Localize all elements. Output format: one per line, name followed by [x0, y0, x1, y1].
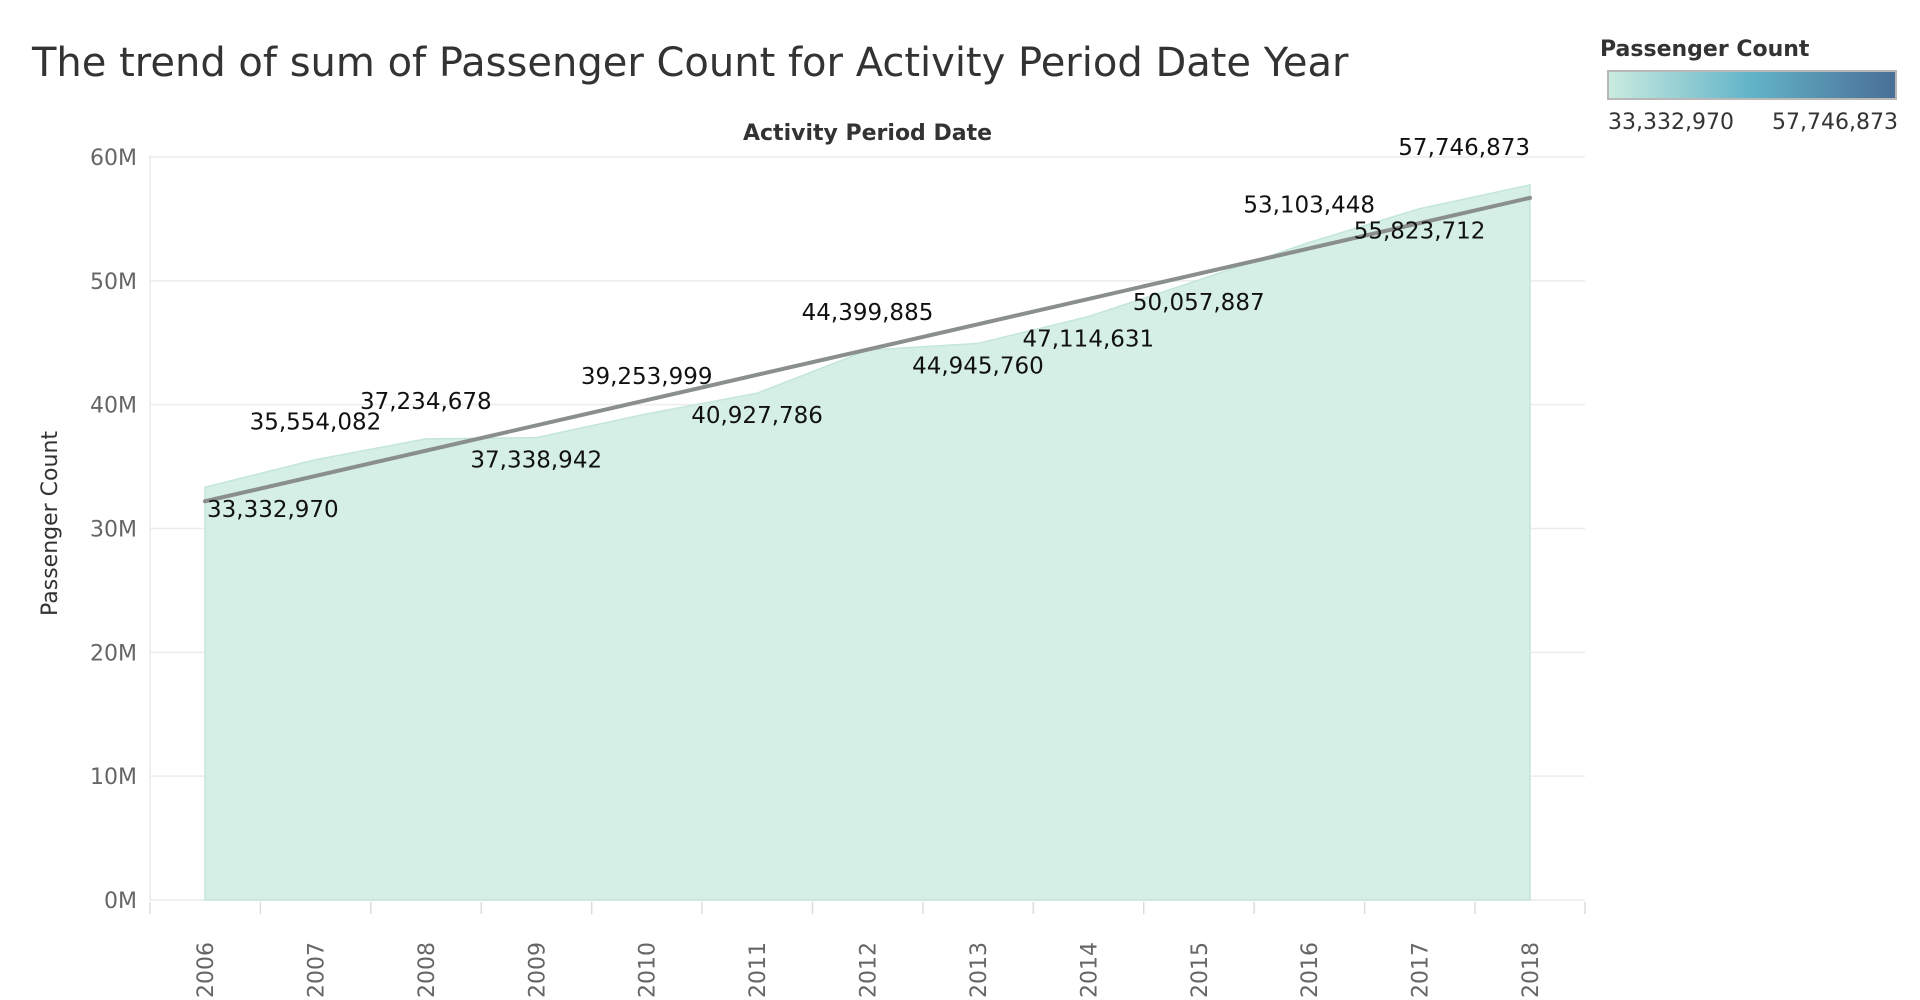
data-label: 44,945,760: [912, 353, 1044, 379]
x-tick-label: 2014: [1077, 942, 1102, 998]
trend-line: [203, 195, 1532, 504]
x-tick-label: 2006: [194, 942, 219, 998]
y-axis-title: Passenger Count: [38, 431, 63, 616]
data-label: 39,253,999: [581, 364, 713, 390]
x-tick-label: 2008: [415, 942, 440, 998]
data-label: 35,554,082: [250, 410, 382, 436]
y-tick-label: 60M: [90, 146, 137, 171]
data-label: 40,927,786: [691, 403, 823, 429]
area-series: [204, 183, 1531, 901]
data-label: 55,823,712: [1354, 219, 1486, 245]
x-tick-label: 2017: [1409, 942, 1434, 998]
chart-title: The trend of sum of Passenger Count for …: [32, 40, 1349, 86]
x-tick-label: 2013: [967, 942, 992, 998]
data-label: 33,332,970: [207, 497, 339, 523]
x-tick-label: 2016: [1298, 942, 1323, 998]
y-tick-label: 40M: [90, 394, 137, 419]
y-tick-label: 0M: [104, 889, 137, 914]
legend-title: Passenger Count: [1600, 37, 1810, 62]
data-label: 53,103,448: [1243, 192, 1375, 218]
data-label: 47,114,631: [1022, 327, 1154, 353]
y-tick-label: 20M: [90, 641, 137, 666]
data-label: 37,338,942: [470, 448, 602, 474]
data-label: 57,746,873: [1398, 135, 1530, 161]
x-tick-label: 2007: [304, 942, 329, 998]
legend-color-ramp: [1607, 70, 1897, 100]
x-tick-label: 2011: [746, 942, 771, 998]
legend-min-label: 33,332,970: [1608, 110, 1734, 135]
x-tick-label: 2009: [525, 942, 550, 998]
y-axis-ticks: 0M 10M 20M 30M 40M 50M 60M: [90, 146, 137, 914]
x-tick-label: 2012: [857, 942, 882, 998]
y-tick-label: 50M: [90, 270, 137, 295]
y-tick-label: 10M: [90, 765, 137, 790]
x-tick-label: 2015: [1188, 942, 1213, 998]
x-axis-ticks: 2006 2007 2008 2009 2010 2011 2012 2013 2014 2015…: [149, 902, 1586, 998]
data-label: 50,057,887: [1133, 290, 1265, 316]
y-tick-label: 30M: [90, 518, 137, 543]
data-label: 37,234,678: [360, 389, 492, 415]
data-label: 44,399,885: [802, 300, 934, 326]
x-tick-label: 2018: [1519, 942, 1544, 998]
x-tick-label: 2010: [636, 942, 661, 998]
top-axis-title: Activity Period Date: [743, 121, 992, 146]
legend-max-label: 57,746,873: [1772, 110, 1898, 135]
